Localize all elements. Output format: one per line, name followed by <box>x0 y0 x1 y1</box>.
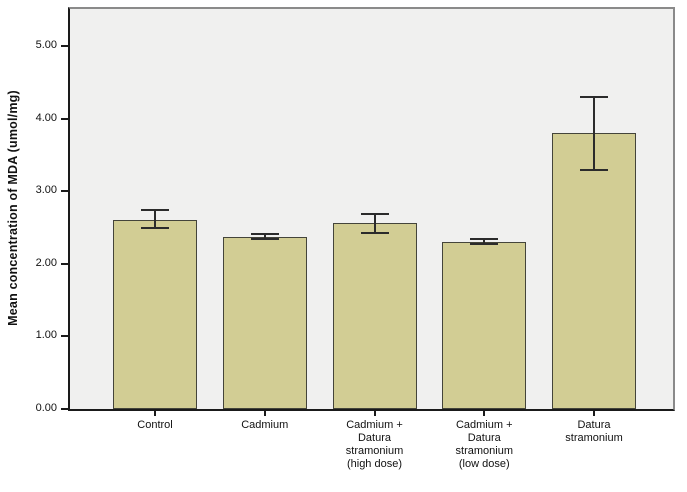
x-tick-mark <box>593 411 595 416</box>
bar <box>222 236 307 409</box>
x-category-label: Control <box>137 419 173 431</box>
y-tick-label: 3.00 <box>35 184 57 197</box>
error-bar-cap-bottom <box>360 231 389 234</box>
error-bar <box>593 96 595 171</box>
error-bar <box>483 239 486 245</box>
y-tick-mark <box>61 408 68 410</box>
error-bar-cap-top <box>360 212 389 215</box>
bar <box>332 223 417 409</box>
y-tick-mark <box>61 45 68 47</box>
y-tick-label: 5.00 <box>35 39 57 51</box>
y-tick-label: 4.00 <box>35 111 57 124</box>
error-bar-cap-top <box>580 95 608 98</box>
y-tick-label: 0.00 <box>35 402 57 414</box>
error-bar-cap-top <box>250 233 279 236</box>
x-tick-mark <box>154 411 156 416</box>
error-bar <box>154 210 156 229</box>
x-category-label: Datura stramonium <box>565 419 623 444</box>
plot-area <box>68 7 675 411</box>
y-tick-mark <box>61 117 68 120</box>
error-bar-cap-top <box>470 238 499 241</box>
error-bar-cap-bottom <box>470 243 499 246</box>
x-tick-mark <box>483 411 486 416</box>
error-bar <box>373 213 376 233</box>
bar <box>442 242 527 409</box>
x-category-label: Cadmium + Datura stramonium (high dose) <box>345 419 404 470</box>
y-tick-label: 2.00 <box>35 256 57 269</box>
y-tick-label: 1.00 <box>35 329 57 342</box>
x-category-label: Cadmium <box>241 419 289 431</box>
y-tick-mark <box>61 262 68 265</box>
y-axis-title: Mean concentration of MDA (umol/mg) <box>6 90 20 326</box>
y-tick-mark <box>61 190 68 193</box>
x-tick-mark <box>263 411 266 416</box>
x-tick-mark <box>373 411 376 416</box>
plot-inner-area <box>70 9 673 409</box>
error-bar-cap-top <box>141 209 169 212</box>
error-bar <box>263 234 266 240</box>
error-bar-cap-bottom <box>250 238 279 241</box>
y-tick-mark <box>61 335 68 338</box>
bar <box>113 219 197 409</box>
error-bar-cap-bottom <box>141 227 169 230</box>
bar <box>552 133 636 409</box>
error-bar-cap-bottom <box>580 169 608 172</box>
x-category-label: Cadmium + Datura stramonium (low dose) <box>455 419 513 470</box>
